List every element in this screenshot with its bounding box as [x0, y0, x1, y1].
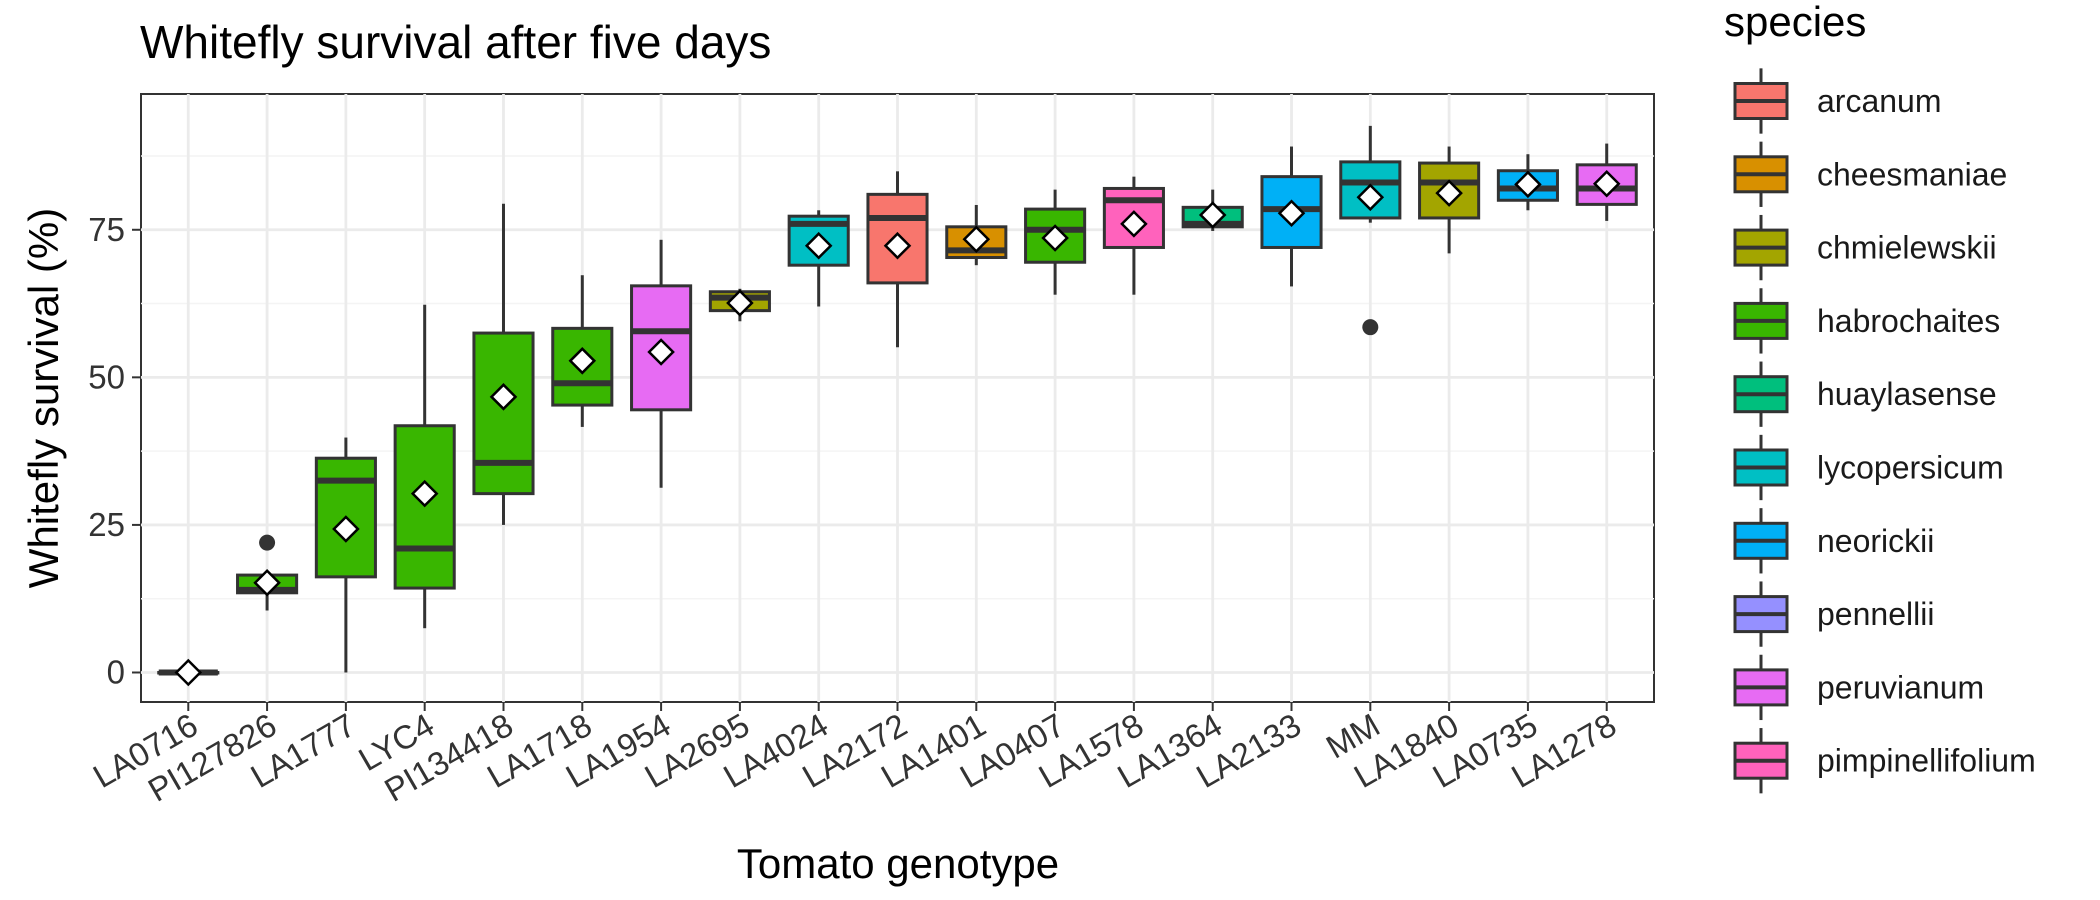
box-LA1578 — [1102, 176, 1165, 295]
y-tick-label: 75 — [88, 211, 125, 248]
box-LA2172 — [866, 171, 929, 348]
mean-diamond — [332, 515, 360, 543]
legend-label: huaylasense — [1817, 376, 1997, 412]
mean-diamond — [1198, 201, 1227, 229]
mean-diamond — [253, 568, 281, 597]
chart-title: Whitefly survival after five days — [140, 16, 771, 68]
box-PI127826 — [236, 534, 299, 611]
legend-label: neorickii — [1817, 523, 1934, 559]
legend-label: cheesmaniae — [1817, 156, 2007, 192]
legend-item-pimpinellifolium: pimpinellifolium — [1733, 728, 2036, 794]
box-LA0735 — [1496, 154, 1559, 211]
mean-diamond — [1041, 224, 1069, 252]
mean-diamond — [962, 225, 991, 253]
y-axis: 0 25 50 75 — [88, 211, 141, 690]
box-LA4024 — [787, 210, 850, 307]
mean-diamond — [410, 479, 439, 508]
box-MM — [1339, 125, 1402, 336]
legend-label: pennellii — [1817, 596, 1934, 632]
outlier-point — [1362, 319, 1379, 336]
y-tick-label: 25 — [88, 506, 125, 543]
legend-label: lycopersicum — [1817, 450, 2004, 486]
mean-diamond — [174, 658, 203, 687]
box-LYC4 — [393, 304, 456, 629]
box-LA2695 — [708, 288, 771, 322]
mean-diamond — [1120, 210, 1148, 238]
legend-label: peruvianum — [1817, 669, 1984, 705]
box-LA1278 — [1575, 143, 1638, 221]
legend-label: pimpinellifolium — [1817, 743, 2036, 779]
mean-diamond — [1592, 169, 1621, 198]
box-LA1954 — [630, 239, 693, 488]
legend-item-chmielewskii: chmielewskii — [1733, 214, 1997, 281]
mean-diamond — [647, 338, 675, 366]
box-LA1401 — [945, 204, 1008, 266]
mean-diamond — [883, 231, 912, 260]
box-LA1840 — [1418, 146, 1481, 254]
legend-item-neorickii: neorickii — [1733, 508, 1934, 574]
box-PI134418 — [472, 203, 535, 525]
legend-item-arcanum: arcanum — [1733, 68, 1942, 134]
mean-diamond — [726, 289, 754, 317]
legend-label: chmielewskii — [1817, 230, 1997, 266]
box-LA1777 — [314, 437, 377, 673]
mean-diamond — [568, 347, 597, 375]
box-LA1364 — [1181, 189, 1244, 231]
legend-item-peruvianum: peruvianum — [1733, 654, 1984, 721]
legend-item-lycopersicum: lycopersicum — [1733, 434, 2004, 501]
box-series — [157, 125, 1638, 687]
box-body — [472, 331, 535, 496]
legend-item-pennellii: pennellii — [1733, 581, 1934, 647]
legend-label: habrochaites — [1817, 303, 2000, 339]
mean-diamond — [489, 383, 518, 411]
legend: species arcanum cheesmaniae chmielewskii ha… — [1724, 0, 2036, 794]
legend-item-habrochaites: habrochaites — [1733, 288, 2000, 354]
x-axis-title: Tomato genotype — [737, 840, 1059, 887]
x-axis: LA0716PI127826LA1777LYC4PI134418LA1718LA… — [87, 702, 1622, 809]
y-tick-label: 0 — [107, 653, 125, 690]
y-axis-title: Whitefly survival (%) — [20, 208, 67, 588]
mean-diamond — [1277, 199, 1306, 228]
box-LA0716 — [157, 658, 220, 687]
mean-diamond — [1435, 179, 1463, 207]
box-LA0407 — [1024, 189, 1087, 295]
outlier-point — [259, 534, 276, 551]
box-LA2133 — [1260, 146, 1323, 287]
legend-item-huaylasense: huaylasense — [1733, 361, 1997, 427]
legend-item-cheesmaniae: cheesmaniae — [1733, 141, 2007, 207]
mean-diamond — [1356, 183, 1385, 212]
mean-diamond — [804, 231, 833, 260]
mean-diamond — [1514, 170, 1542, 199]
y-tick-label: 50 — [88, 358, 125, 395]
legend-title: species — [1724, 0, 1866, 45]
box-LA1718 — [551, 275, 614, 427]
legend-label: arcanum — [1817, 83, 1942, 119]
